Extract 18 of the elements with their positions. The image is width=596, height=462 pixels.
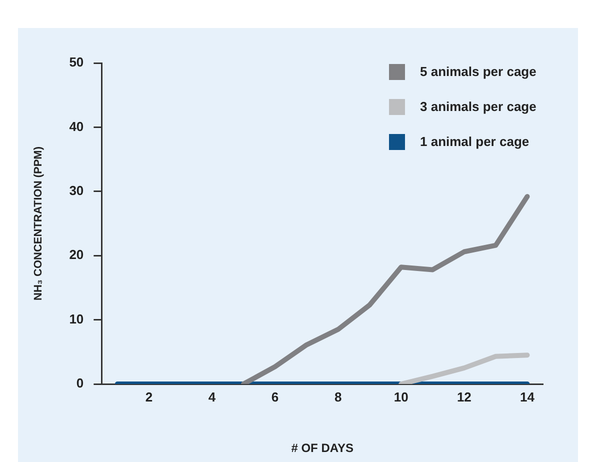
x-tick-label: 14 bbox=[520, 389, 536, 404]
y-axis-title: NH₃ CONCENTRATION (PPM) bbox=[32, 146, 45, 300]
x-tick-label: 10 bbox=[394, 389, 408, 404]
y-tick-label: 10 bbox=[69, 311, 84, 326]
y-tick-label: 50 bbox=[69, 54, 84, 70]
legend-label: 3 animals per cage bbox=[420, 99, 536, 114]
x-tick-label: 12 bbox=[456, 389, 472, 404]
y-tick-label: 40 bbox=[69, 118, 84, 134]
legend-label: 1 animal per cage bbox=[420, 134, 530, 149]
x-tick-label: 8 bbox=[334, 389, 342, 404]
x-tick-label: 6 bbox=[271, 389, 279, 404]
x-tick-label: 2 bbox=[145, 389, 153, 404]
y-tick-label: 20 bbox=[69, 247, 84, 262]
y-tick-label: 30 bbox=[69, 182, 84, 198]
x-axis-title: # OF DAYS bbox=[291, 441, 354, 456]
legend-label: 5 animals per cage bbox=[420, 64, 536, 79]
x-tick-label: 4 bbox=[208, 389, 216, 404]
y-tick-label: 0 bbox=[76, 376, 84, 391]
